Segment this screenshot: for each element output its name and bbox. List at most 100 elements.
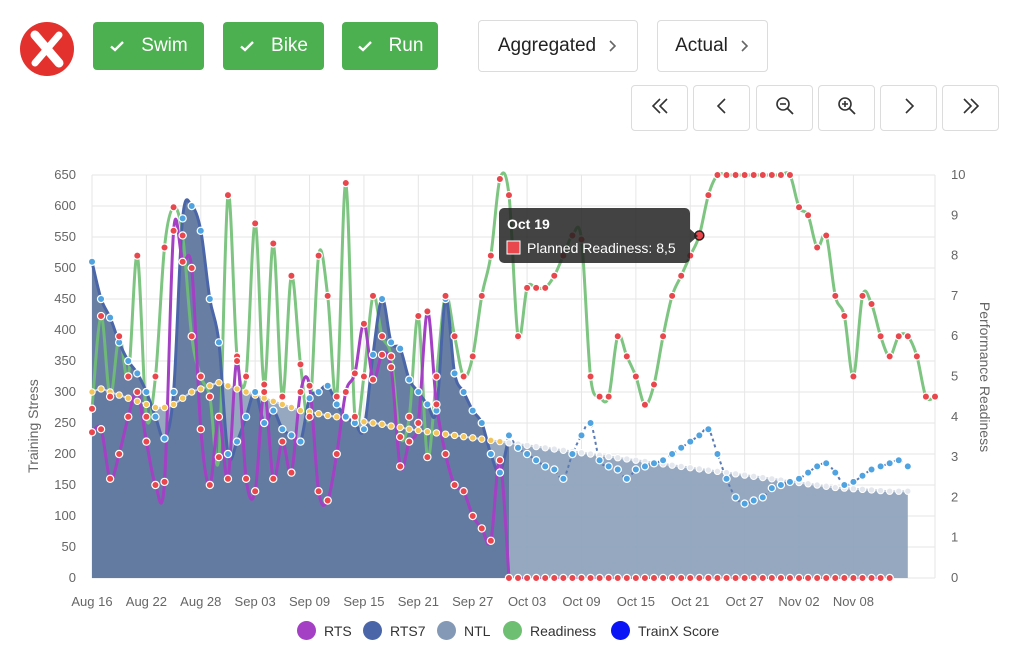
rts-point [676,573,686,583]
ntl-point [160,403,169,412]
rts-point [695,573,704,583]
rts7-point [332,400,341,409]
rts-point [522,573,532,583]
legend-item-rts7[interactable]: RTS7 [363,621,426,640]
readiness-point [513,331,523,341]
readiness-point [649,380,659,389]
y-right-tick-label: 5 [951,369,958,384]
ntl-point [577,449,586,457]
y-right-tick-label: 1 [951,530,958,545]
zoom-in-button[interactable] [818,85,875,131]
rts7-point [495,468,505,477]
rts-point [785,573,795,583]
rts7-point [577,431,586,440]
ntl-point [695,465,704,473]
y-left-tick-label: 250 [54,415,76,430]
readiness-point [704,190,713,200]
readiness-point [405,412,414,421]
readiness-point [894,331,903,341]
readiness-point [160,243,169,252]
rts-point [223,474,233,483]
legend-item-readiness[interactable]: Readiness [503,621,596,640]
x-tick-label: Nov 08 [833,594,874,609]
readiness-point [522,283,532,293]
view-label: Actual [675,35,728,56]
y-left-tick-label: 100 [54,508,76,523]
readiness-point [541,283,550,293]
jump-start-button[interactable] [631,85,688,131]
y-right-tick-label: 4 [951,409,958,424]
zoom-in-icon [837,96,857,121]
view-selector[interactable]: Actual [657,20,768,72]
ntl-point [704,466,713,474]
jump-end-button[interactable] [942,85,999,131]
y-left-tick-label: 450 [54,291,76,306]
y-right-tick-label: 7 [951,288,958,303]
ntl-point [885,487,894,495]
x-tick-label: Oct 27 [725,594,763,609]
readiness-point [740,170,749,180]
readiness-point [903,331,913,341]
readiness-point [504,190,514,200]
rts7-point [96,294,106,304]
rts7-point [885,459,894,468]
readiness-point [395,432,405,442]
rts7-point [822,459,831,468]
previous-button[interactable] [693,85,750,131]
rts-point [459,487,468,496]
rts7-point [205,294,215,304]
rts-point [377,350,387,359]
ntl-point [496,437,504,446]
ntl-point [215,379,223,387]
ntl-point [206,382,214,390]
rts7-point [840,480,849,490]
rts7-point [278,425,287,434]
ntl-point [632,456,640,464]
rts-point [105,474,115,483]
run-filter-button[interactable]: Run [342,22,438,70]
rts-point [114,449,124,459]
readiness-point [96,311,106,321]
aggregation-selector[interactable]: Aggregated [478,20,638,72]
rts-point [531,573,541,583]
ntl-point [269,397,277,406]
ntl-point [804,480,812,488]
rts-point [359,319,369,328]
rts-point [876,573,885,583]
readiness-point [305,412,314,421]
check-icon [109,38,125,54]
legend-swatch [503,621,522,640]
rts7-point [613,465,622,474]
readiness-point [840,311,849,321]
legend-item-rts[interactable]: RTS [297,621,352,640]
bike-filter-label: Bike [271,35,308,56]
bike-filter-button[interactable]: Bike [223,22,324,70]
x-tick-label: Oct 21 [671,594,709,609]
readiness-point [133,251,142,260]
y-left-tick-label: 300 [54,384,76,399]
rts7-point [423,400,432,409]
next-button[interactable] [880,85,937,131]
rts-point [812,573,822,583]
rts7-point [513,443,523,452]
ntl-point [614,454,622,462]
rts-point [622,573,632,583]
app-logo [20,22,74,76]
rts-point [595,573,604,583]
x-tick-label: Nov 02 [778,594,819,609]
swim-filter-button[interactable]: Swim [93,22,204,70]
ntl-point [559,446,568,454]
readiness-point [531,283,541,293]
readiness-point [332,392,341,401]
rts-point [450,480,459,490]
y-right-tick-label: 6 [951,328,958,343]
y-right-tick-label: 8 [951,248,958,263]
readiness-point [214,452,224,462]
zoom-out-button[interactable] [756,85,813,131]
legend-item-ntl[interactable]: NTL [437,621,490,640]
x-tick-label: Sep 09 [289,594,330,609]
legend-item-trainx-score[interactable]: TrainX Score [611,621,719,640]
readiness-point [731,170,740,180]
tooltip-background [499,208,690,263]
ntl-point [387,422,395,430]
